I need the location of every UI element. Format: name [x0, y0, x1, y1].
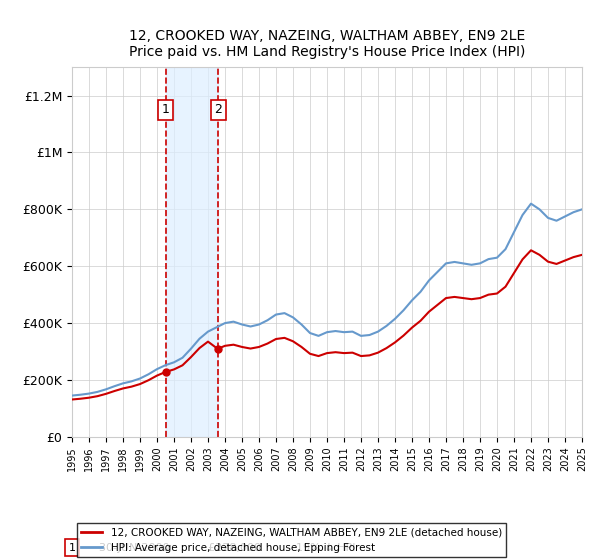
Text: 2: 2 — [214, 104, 222, 116]
Title: 12, CROOKED WAY, NAZEING, WALTHAM ABBEY, EN9 2LE
Price paid vs. HM Land Registry: 12, CROOKED WAY, NAZEING, WALTHAM ABBEY,… — [129, 29, 525, 59]
Text: 1: 1 — [68, 543, 76, 553]
Text: 30-JUN-2000           £228,000          19% ↓ HPI: 30-JUN-2000 £228,000 19% ↓ HPI — [92, 543, 356, 553]
Legend: 12, CROOKED WAY, NAZEING, WALTHAM ABBEY, EN9 2LE (detached house), HPI: Average : 12, CROOKED WAY, NAZEING, WALTHAM ABBEY,… — [77, 524, 506, 557]
Text: 1: 1 — [161, 104, 169, 116]
Bar — [166, 67, 218, 437]
